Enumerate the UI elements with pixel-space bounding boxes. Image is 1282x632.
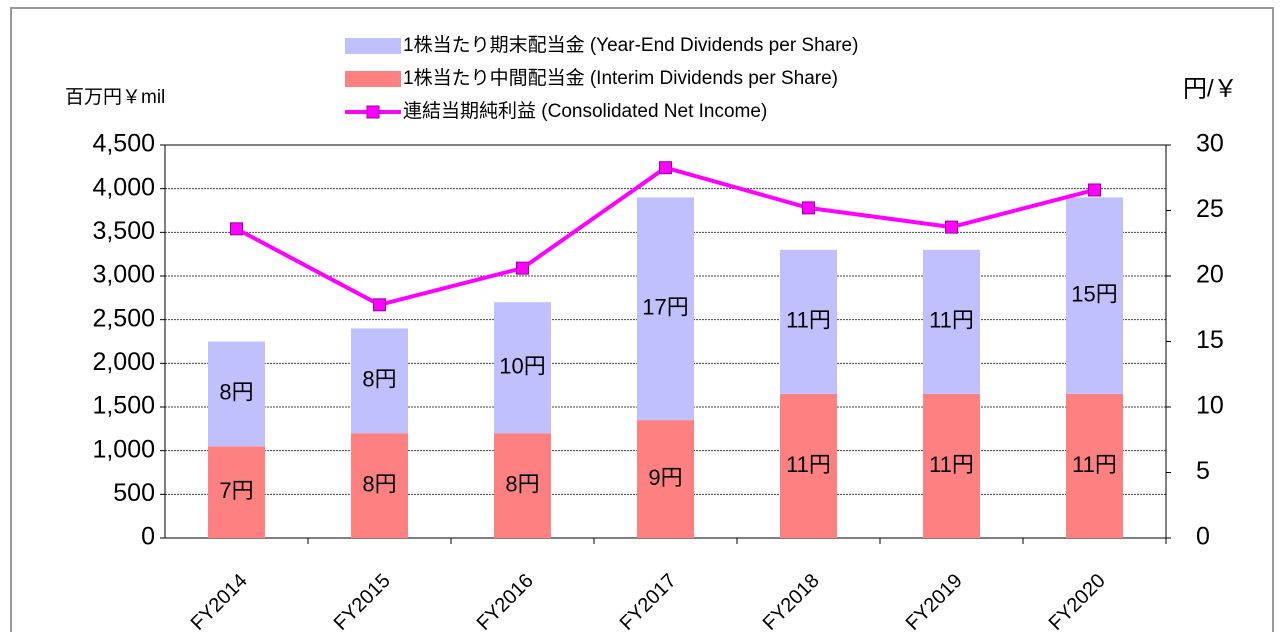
y-tick-label: 500 xyxy=(113,479,155,507)
data-label: 15円 xyxy=(1071,281,1117,306)
y2-tick-label: 25 xyxy=(1196,195,1224,223)
data-label: 11円 xyxy=(929,308,974,333)
line-marker xyxy=(230,222,243,236)
line-marker xyxy=(516,261,529,275)
y-tick-label: 2,500 xyxy=(92,304,155,332)
legend-label: 連結当期純利益 (Consolidated Net Income) xyxy=(403,100,767,122)
y2-tick-label: 10 xyxy=(1196,392,1224,420)
y2-tick-label: 0 xyxy=(1196,523,1210,551)
line-marker xyxy=(373,298,386,312)
data-label: 11円 xyxy=(1072,452,1117,477)
line-marker xyxy=(1088,183,1101,197)
line-marker xyxy=(802,201,815,215)
legend-swatch xyxy=(345,38,401,54)
bar xyxy=(780,393,837,538)
bar xyxy=(494,433,551,538)
y-tick-label: 2,000 xyxy=(92,348,155,376)
y-tick-label: 1,500 xyxy=(92,392,155,420)
bar xyxy=(1066,197,1123,394)
bar xyxy=(923,393,980,538)
y2-tick-label: 20 xyxy=(1196,261,1224,289)
data-label: 10円 xyxy=(499,354,545,379)
data-label: 7円 xyxy=(219,478,253,503)
y-tick-label: 0 xyxy=(141,523,155,551)
line-marker xyxy=(659,161,672,175)
y2-tick-label: 15 xyxy=(1196,326,1224,354)
bar xyxy=(351,328,408,434)
y-tick-label: 3,000 xyxy=(92,261,155,289)
bar xyxy=(780,249,837,394)
data-label: 11円 xyxy=(929,452,974,477)
y-tick-label: 4,500 xyxy=(92,130,155,158)
data-label: 11円 xyxy=(786,452,831,477)
bar xyxy=(208,446,265,538)
bar xyxy=(923,249,980,394)
bar xyxy=(494,302,551,434)
y-axis-label: 百万円￥mil xyxy=(65,87,165,108)
data-label: 8円 xyxy=(219,380,253,405)
legend-label: 1株当たり期末配当金 (Year-End Dividends per Share… xyxy=(403,34,858,56)
y-tick-label: 4,000 xyxy=(92,173,155,201)
y2-tick-label: 5 xyxy=(1196,457,1210,485)
bar xyxy=(208,341,265,447)
bar xyxy=(637,420,694,538)
data-label: 11円 xyxy=(786,308,831,333)
y2-axis-label: 円/￥ xyxy=(1183,75,1238,102)
data-label: 9円 xyxy=(648,465,682,490)
y-tick-label: 1,000 xyxy=(92,435,155,463)
legend-label: 1株当たり中間配当金 (Interim Dividends per Share) xyxy=(403,67,838,89)
data-label: 17円 xyxy=(642,295,688,320)
data-label: 8円 xyxy=(362,471,396,496)
y2-tick-label: 30 xyxy=(1196,130,1224,158)
bar xyxy=(1066,393,1123,538)
legend-swatch xyxy=(366,105,380,119)
line-marker xyxy=(945,220,958,234)
data-label: 8円 xyxy=(505,471,539,496)
bar xyxy=(351,433,408,538)
y-tick-label: 3,500 xyxy=(92,217,155,245)
legend-swatch xyxy=(345,71,401,87)
bar xyxy=(637,197,694,421)
data-label: 8円 xyxy=(362,367,396,392)
